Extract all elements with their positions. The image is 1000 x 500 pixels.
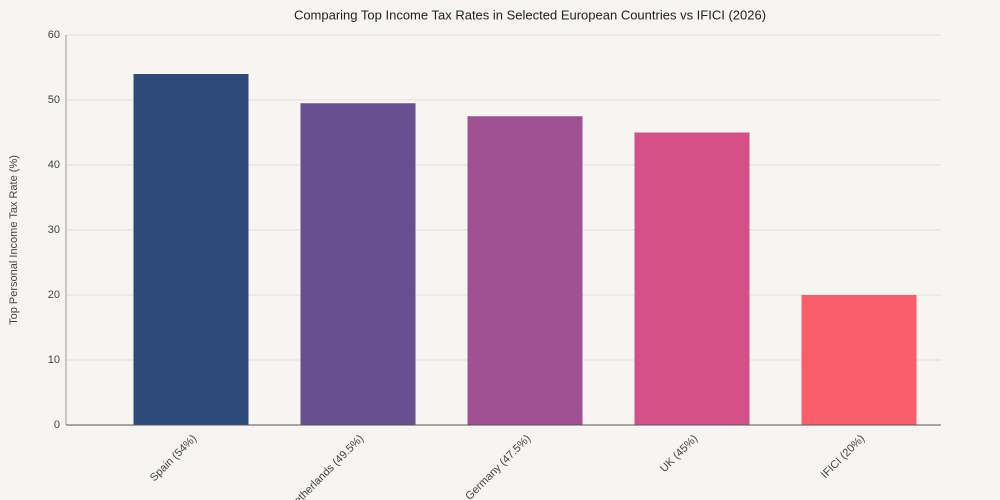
y-tick-label: 40 bbox=[48, 159, 60, 171]
y-tick-label: 30 bbox=[48, 224, 60, 236]
bar bbox=[133, 74, 249, 425]
bar bbox=[801, 295, 917, 425]
y-tick-label: 60 bbox=[48, 29, 60, 41]
y-axis-title: Top Personal Income Tax Rate (%) bbox=[8, 155, 20, 325]
x-tick-label: IFICI (20%) bbox=[819, 433, 867, 481]
chart-title: Comparing Top Income Tax Rates in Select… bbox=[294, 7, 766, 22]
y-tick-label: 10 bbox=[48, 354, 60, 366]
x-tick-label: Netherlands (49.5%) bbox=[286, 433, 366, 500]
x-tick-label: Germany (47.5%) bbox=[463, 433, 533, 500]
y-tick-label: 0 bbox=[54, 419, 60, 431]
y-tick-label: 50 bbox=[48, 94, 60, 106]
x-tick-label: Spain (54%) bbox=[148, 433, 199, 484]
x-tick-label: UK (45%) bbox=[658, 433, 700, 475]
bar bbox=[467, 116, 583, 425]
bar bbox=[634, 132, 750, 425]
y-tick-label: 20 bbox=[48, 289, 60, 301]
bar bbox=[300, 103, 416, 425]
